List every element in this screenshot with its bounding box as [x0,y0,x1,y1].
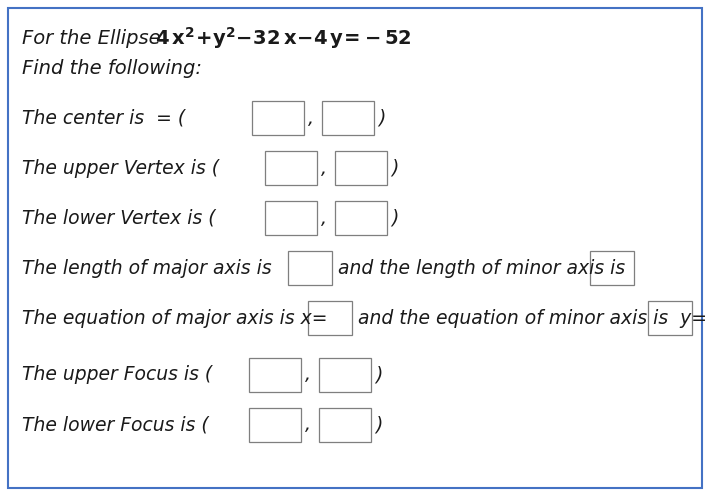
Text: ): ) [375,416,383,434]
Bar [249,358,301,392]
Text: ,: , [305,366,311,384]
Bar [322,101,374,135]
Bar [265,151,317,185]
Text: ): ) [378,109,386,127]
Text: ,: , [321,159,327,178]
Bar [249,408,301,442]
Text: ,: , [321,208,327,228]
Bar [648,301,692,335]
Text: For the Ellipse: For the Ellipse [22,28,160,48]
Bar [319,408,371,442]
Text: and the length of minor axis is: and the length of minor axis is [338,258,625,277]
Bar [335,151,387,185]
Text: The upper Focus is (: The upper Focus is ( [22,366,212,384]
Text: and the equation of minor axis is  y=: and the equation of minor axis is y= [358,309,707,327]
Bar [335,201,387,235]
Bar [265,201,317,235]
Text: The length of major axis is: The length of major axis is [22,258,272,277]
Text: The upper Vertex is (: The upper Vertex is ( [22,159,219,178]
Bar [590,251,634,285]
Text: ): ) [391,159,398,178]
Text: $\bf{4\,x^2\!+\!y^2\!-\!32\,x\!-\!4\,y\!=\!-52}$: $\bf{4\,x^2\!+\!y^2\!-\!32\,x\!-\!4\,y\!… [155,25,412,51]
Text: The lower Focus is (: The lower Focus is ( [22,416,209,434]
Bar [319,358,371,392]
Bar [308,301,352,335]
Bar [252,101,304,135]
Text: Find the following:: Find the following: [22,59,202,77]
Text: ,: , [305,416,311,434]
Text: ): ) [375,366,383,384]
Text: ,: , [308,109,314,127]
Text: The center is  = (: The center is = ( [22,109,185,127]
Text: The equation of major axis is x=: The equation of major axis is x= [22,309,327,327]
Text: The lower Vertex is (: The lower Vertex is ( [22,208,216,228]
Bar [288,251,332,285]
Text: ): ) [391,208,398,228]
